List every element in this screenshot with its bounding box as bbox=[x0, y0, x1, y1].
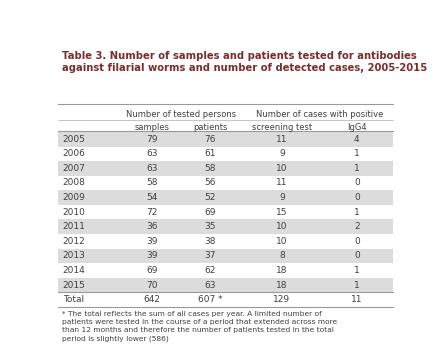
Text: 2006: 2006 bbox=[62, 149, 85, 158]
Text: 4: 4 bbox=[354, 135, 359, 144]
Text: 11: 11 bbox=[351, 295, 363, 304]
Text: 18: 18 bbox=[276, 266, 287, 275]
Text: 9: 9 bbox=[279, 149, 285, 158]
Text: 62: 62 bbox=[205, 266, 216, 275]
Text: 1: 1 bbox=[354, 266, 359, 275]
Text: 56: 56 bbox=[205, 178, 216, 187]
Text: Number of tested persons: Number of tested persons bbox=[126, 110, 236, 119]
Text: 2010: 2010 bbox=[62, 207, 85, 217]
Bar bbox=[59, 132, 392, 147]
Text: 1: 1 bbox=[354, 149, 359, 158]
Text: 0: 0 bbox=[354, 178, 359, 187]
Text: 1: 1 bbox=[354, 207, 359, 217]
Text: 2007: 2007 bbox=[62, 164, 85, 173]
Bar bbox=[59, 190, 392, 205]
Text: 72: 72 bbox=[147, 207, 158, 217]
Text: 2012: 2012 bbox=[62, 237, 85, 246]
Text: 69: 69 bbox=[205, 207, 216, 217]
Bar bbox=[59, 161, 392, 176]
Text: 607 *: 607 * bbox=[198, 295, 223, 304]
Text: 2009: 2009 bbox=[62, 193, 85, 202]
Text: 1: 1 bbox=[354, 164, 359, 173]
Text: 2008: 2008 bbox=[62, 178, 85, 187]
Text: patients: patients bbox=[193, 123, 227, 132]
Text: 38: 38 bbox=[205, 237, 216, 246]
Text: IgG4: IgG4 bbox=[347, 123, 367, 132]
Text: 37: 37 bbox=[205, 252, 216, 260]
Text: 2011: 2011 bbox=[62, 222, 85, 231]
Text: 52: 52 bbox=[205, 193, 216, 202]
Bar bbox=[59, 219, 392, 234]
Text: 1: 1 bbox=[354, 281, 359, 289]
Text: 0: 0 bbox=[354, 237, 359, 246]
Text: 63: 63 bbox=[147, 164, 158, 173]
Text: 8: 8 bbox=[279, 252, 285, 260]
Text: 63: 63 bbox=[205, 281, 216, 289]
Text: 10: 10 bbox=[276, 237, 287, 246]
Text: 18: 18 bbox=[276, 281, 287, 289]
Text: 9: 9 bbox=[279, 193, 285, 202]
Text: * The total reflects the sum of all cases per year. A limited number of
patients: * The total reflects the sum of all case… bbox=[62, 311, 337, 341]
Text: 61: 61 bbox=[205, 149, 216, 158]
Text: 10: 10 bbox=[276, 222, 287, 231]
Text: 2005: 2005 bbox=[62, 135, 85, 144]
Text: 2: 2 bbox=[354, 222, 359, 231]
Text: screening test: screening test bbox=[252, 123, 312, 132]
Text: 11: 11 bbox=[276, 178, 287, 187]
Text: 39: 39 bbox=[147, 252, 158, 260]
Text: 10: 10 bbox=[276, 164, 287, 173]
Text: 0: 0 bbox=[354, 252, 359, 260]
Text: Total: Total bbox=[63, 295, 84, 304]
Text: Table 3. Number of samples and patients tested for antibodies
against filarial w: Table 3. Number of samples and patients … bbox=[62, 51, 427, 73]
Text: 36: 36 bbox=[147, 222, 158, 231]
Text: 2013: 2013 bbox=[62, 252, 85, 260]
Text: Number of cases with positive: Number of cases with positive bbox=[256, 110, 383, 119]
Bar bbox=[59, 278, 392, 292]
Text: 35: 35 bbox=[205, 222, 216, 231]
Text: 39: 39 bbox=[147, 237, 158, 246]
Text: 2015: 2015 bbox=[62, 281, 85, 289]
Text: 79: 79 bbox=[147, 135, 158, 144]
Text: 11: 11 bbox=[276, 135, 287, 144]
Text: 15: 15 bbox=[276, 207, 287, 217]
Text: 70: 70 bbox=[147, 281, 158, 289]
Text: 642: 642 bbox=[144, 295, 161, 304]
Text: 2014: 2014 bbox=[62, 266, 85, 275]
Text: samples: samples bbox=[135, 123, 170, 132]
Text: 129: 129 bbox=[273, 295, 290, 304]
Bar bbox=[59, 249, 392, 263]
Text: 0: 0 bbox=[354, 193, 359, 202]
Text: 58: 58 bbox=[205, 164, 216, 173]
Text: 58: 58 bbox=[147, 178, 158, 187]
Text: 63: 63 bbox=[147, 149, 158, 158]
Text: 69: 69 bbox=[147, 266, 158, 275]
Text: 54: 54 bbox=[147, 193, 158, 202]
Text: 76: 76 bbox=[205, 135, 216, 144]
